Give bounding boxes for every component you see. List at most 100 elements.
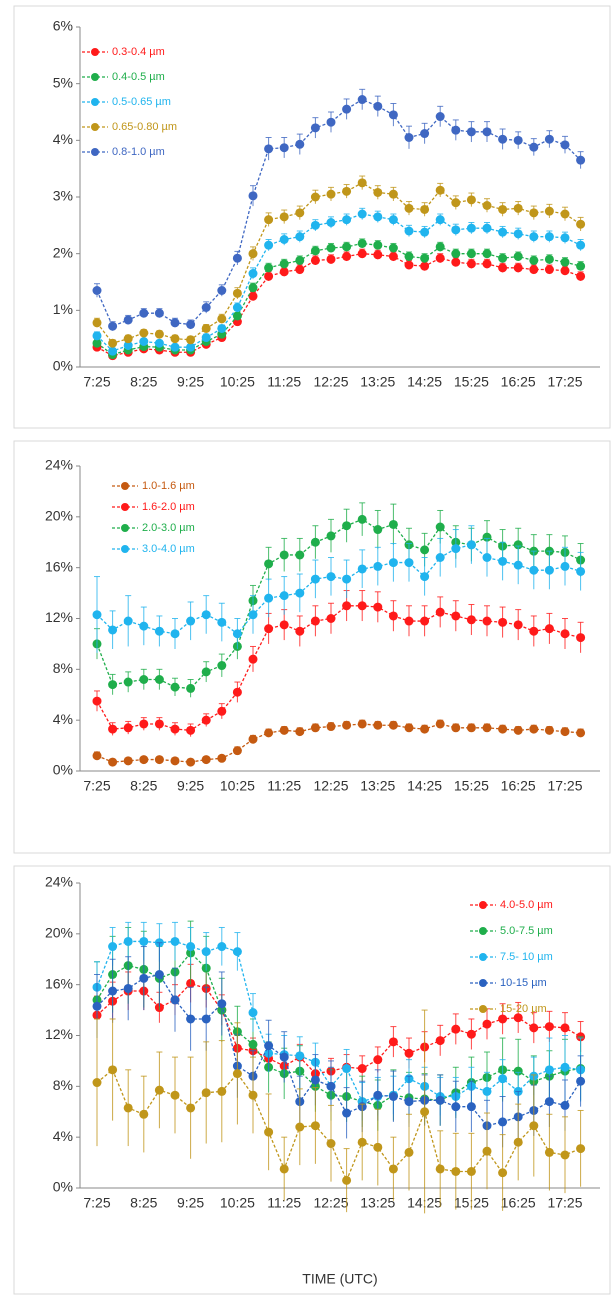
data-point (139, 719, 149, 729)
data-point (279, 1052, 289, 1062)
data-point (373, 101, 383, 111)
data-point (279, 591, 289, 601)
data-point (232, 288, 242, 298)
data-point (139, 621, 149, 631)
data-point (420, 204, 430, 214)
data-point (342, 215, 352, 225)
data-point (326, 1081, 336, 1091)
data-point (576, 1076, 586, 1086)
data-point (279, 143, 289, 153)
data-point (217, 314, 227, 324)
data-point (92, 696, 102, 706)
series-line (96, 605, 581, 731)
legend-marker (479, 901, 487, 909)
data-point (482, 127, 492, 137)
data-point (170, 318, 180, 328)
data-point (310, 1121, 320, 1131)
data-point (123, 1103, 133, 1113)
data-point (92, 286, 102, 295)
data-point (139, 936, 149, 946)
data-point (513, 203, 523, 213)
data-point (217, 1086, 227, 1096)
series (92, 248, 586, 361)
data-point (466, 615, 476, 625)
data-point (373, 720, 383, 730)
data-point (342, 720, 352, 730)
data-point (170, 995, 180, 1005)
data-point (420, 545, 430, 555)
data-point (466, 195, 476, 205)
data-point (154, 329, 164, 339)
data-point (529, 232, 539, 242)
data-point (279, 620, 289, 630)
data-point (295, 265, 305, 275)
y-tick-label: 20% (45, 508, 73, 524)
data-point (295, 232, 305, 242)
data-point (544, 254, 554, 264)
data-point (435, 112, 445, 122)
data-point (170, 756, 180, 766)
data-point (482, 1146, 492, 1156)
data-point (576, 240, 586, 250)
data-point (576, 261, 586, 271)
data-point (326, 722, 336, 732)
data-point (451, 249, 461, 259)
data-point (139, 308, 149, 318)
data-point (92, 1078, 102, 1088)
data-point (279, 235, 289, 244)
y-tick-label: 20% (45, 925, 73, 941)
data-point (217, 706, 227, 716)
y-tick-label: 2% (53, 244, 73, 260)
data-point (420, 261, 430, 271)
legend-marker (121, 545, 129, 553)
data-point (264, 624, 274, 634)
data-point (544, 624, 554, 634)
data-point (232, 687, 242, 697)
x-tick-label: 10:25 (220, 778, 255, 794)
legend-marker (91, 98, 99, 106)
legend-label: 1.0-1.6 µm (142, 480, 195, 492)
data-point (264, 1041, 274, 1051)
data-point (139, 755, 149, 765)
data-point (108, 986, 118, 996)
data-point (560, 1023, 570, 1033)
data-point (248, 283, 258, 293)
data-point (544, 565, 554, 575)
data-point (388, 252, 398, 261)
data-point (217, 661, 227, 671)
data-point (264, 263, 274, 273)
x-tick-label: 13:25 (360, 374, 395, 390)
data-point (388, 1092, 398, 1101)
data-point (529, 724, 539, 734)
series-line (96, 544, 581, 635)
data-point (560, 727, 570, 737)
legend-label: 2.0-3.0 µm (142, 522, 195, 534)
data-point (123, 315, 133, 325)
legend-marker (91, 123, 99, 131)
data-point (326, 117, 336, 127)
data-point (404, 1097, 414, 1107)
data-point (466, 259, 476, 269)
x-tick-label: 13:25 (360, 778, 395, 794)
data-point (123, 936, 133, 946)
data-point (357, 601, 367, 611)
data-point (92, 1001, 102, 1011)
data-point (498, 556, 508, 566)
y-tick-label: 12% (45, 1026, 73, 1042)
data-point (373, 602, 383, 612)
data-point (482, 223, 492, 233)
data-point (466, 223, 476, 233)
x-tick-label: 17:25 (547, 778, 582, 794)
data-point (388, 189, 398, 199)
data-point (186, 342, 196, 352)
data-point (435, 1164, 445, 1174)
data-point (435, 607, 445, 617)
data-point (420, 1107, 430, 1117)
data-point (217, 753, 227, 763)
data-point (201, 333, 211, 343)
data-point (139, 337, 149, 346)
data-point (513, 1066, 523, 1076)
data-point (279, 550, 289, 560)
data-point (264, 593, 274, 603)
